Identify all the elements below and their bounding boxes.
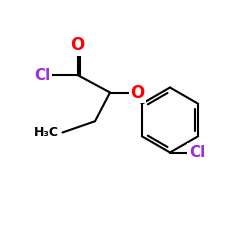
Text: Cl: Cl <box>34 68 50 82</box>
Text: H₃C: H₃C <box>34 126 59 139</box>
Text: O: O <box>130 84 144 102</box>
Text: Cl: Cl <box>189 145 205 160</box>
Text: O: O <box>70 36 85 54</box>
Text: H: H <box>47 126 59 140</box>
